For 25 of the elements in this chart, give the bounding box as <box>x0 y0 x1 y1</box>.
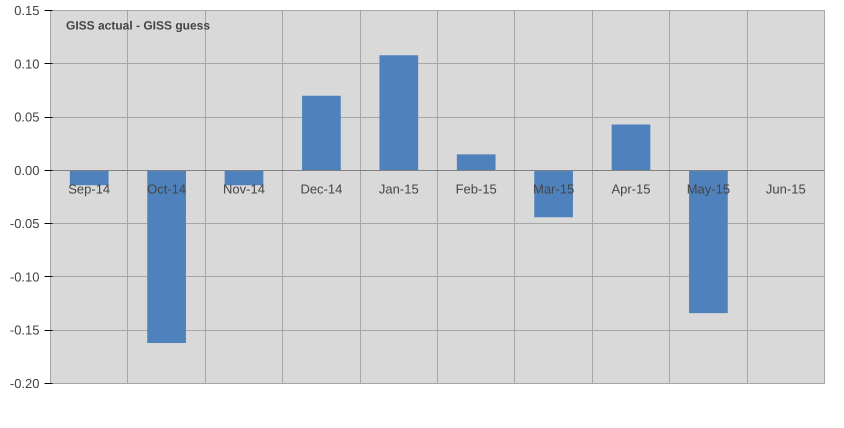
bar <box>302 96 341 170</box>
y-tick-label: -0.20 <box>10 376 40 391</box>
x-tick-label: Feb-15 <box>456 181 497 196</box>
text: GISS actual - GISS guess <box>66 18 210 32</box>
x-tick-label: Apr-15 <box>611 181 651 196</box>
y-tick-label: 0.15 <box>14 3 40 18</box>
x-tick-label: Jun-15 <box>766 181 806 196</box>
x-tick-label: Nov-14 <box>223 181 265 196</box>
y-tick-label: 0.05 <box>14 110 40 125</box>
bar <box>70 170 109 186</box>
y-tick-label: -0.05 <box>10 216 40 232</box>
bar <box>224 170 264 186</box>
x-tick-label: Dec-14 <box>300 181 342 196</box>
x-tick-label: Jan-15 <box>378 181 419 196</box>
y-tick-label: -0.10 <box>10 269 40 284</box>
y-tick-label: 0.00 <box>14 162 40 178</box>
y-tick-label: 0.10 <box>14 56 40 72</box>
bar <box>612 124 650 170</box>
bar <box>689 170 728 314</box>
y-tick-label: -0.15 <box>10 322 40 338</box>
bar <box>147 170 186 344</box>
bar <box>456 154 496 170</box>
bar <box>379 55 418 170</box>
x-tick-label: Sep-14 <box>68 181 110 196</box>
x-tick-label: Oct-14 <box>147 181 186 196</box>
